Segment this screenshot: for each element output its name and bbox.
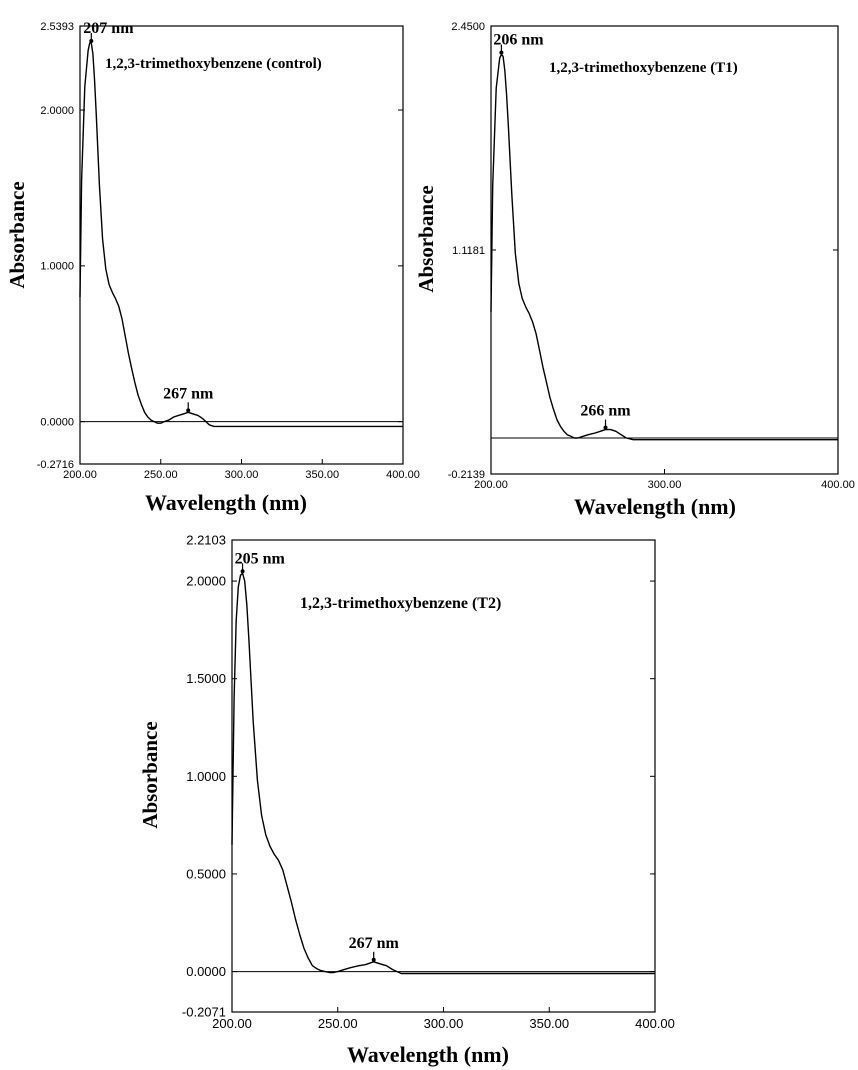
peak-label: 205 nm	[235, 550, 286, 567]
spectrum-line	[231, 572, 655, 975]
peak-label: 207 nm	[83, 20, 134, 37]
x-tick-label: 200.00	[474, 479, 508, 491]
x-axis-label: Wavelength (nm)	[145, 490, 307, 515]
peak-label: 267 nm	[163, 385, 214, 402]
x-tick-label: 350.00	[305, 469, 339, 481]
x-tick-label: 350.00	[529, 1016, 569, 1031]
y-tick-label: 2.0000	[186, 574, 226, 589]
chart-panel-1: 200.00 250.00 300.00 350.00 400.00 -0.2716 0.0…	[5, 20, 420, 515]
peak-label: 266 nm	[580, 403, 631, 420]
x-tick-label: 200.00	[63, 469, 97, 481]
y-tick-label: 0.0000	[186, 964, 226, 979]
x-axis-label: Wavelength (nm)	[574, 494, 736, 519]
y-tick-label: 2.4500	[451, 21, 485, 33]
y-tick-label: 1.1181	[452, 245, 485, 257]
y-axis-label: Absorbance	[414, 185, 438, 292]
y-tick-label: 2.5393	[40, 21, 74, 33]
y-tick-label: 2.2103	[186, 533, 226, 548]
x-tick-label: 400.00	[635, 1016, 675, 1031]
peak-marker-dot	[240, 569, 245, 574]
y-tick-label: -0.2071	[182, 1005, 226, 1020]
chart-panel-2: 200.00 300.00 400.00 -0.2139 1.1181 2.4500 206…	[414, 21, 855, 519]
x-tick-label: 400.00	[821, 479, 855, 491]
spectrum-line	[490, 53, 838, 441]
y-axis-label: Absorbance	[5, 181, 29, 288]
chart-title: 1,2,3-trimethoxybenzene (T2)	[300, 595, 501, 612]
x-tick-label: 400.00	[386, 469, 420, 481]
y-tick-label: -0.2716	[37, 459, 74, 471]
y-tick-label: -0.2139	[448, 469, 485, 481]
chart-layer: 200.00 250.00 300.00 350.00 400.00 -0.2716 0.0…	[5, 20, 855, 1067]
spectrum-line	[79, 42, 403, 428]
peak-label: 267 nm	[349, 935, 400, 952]
y-tick-label: 0.5000	[186, 866, 226, 881]
x-tick-label: 250.00	[144, 469, 178, 481]
chart-panel-3: 200.00 250.00 300.00 350.00 400.00 -0.2071 0.0…	[138, 533, 675, 1067]
x-axis-label: Wavelength (nm)	[347, 1042, 509, 1067]
chart-title: 1,2,3-trimethoxybenzene (T1)	[549, 60, 738, 76]
peak-marker-dot	[499, 50, 504, 55]
y-tick-label: 1.0000	[186, 769, 226, 784]
x-tick-label: 250.00	[318, 1016, 358, 1031]
y-axis-label: Absorbance	[138, 721, 162, 828]
x-tick-label: 300.00	[424, 1016, 464, 1031]
y-tick-label: 0.0000	[40, 417, 74, 429]
y-tick-label: 2.0000	[40, 105, 74, 117]
peak-label: 206 nm	[493, 32, 544, 49]
x-tick-label: 300.00	[648, 479, 682, 491]
peak-marker-dot	[186, 408, 191, 413]
peak-marker-dot	[371, 957, 376, 962]
chart-title: 1,2,3-trimethoxybenzene (control)	[105, 56, 322, 72]
peak-marker-dot	[603, 425, 608, 430]
y-tick-label: 1.0000	[40, 261, 74, 273]
peak-marker-dot	[89, 39, 94, 44]
x-tick-label: 200.00	[212, 1016, 252, 1031]
y-tick-label: 1.5000	[186, 671, 226, 686]
x-tick-label: 300.00	[225, 469, 259, 481]
